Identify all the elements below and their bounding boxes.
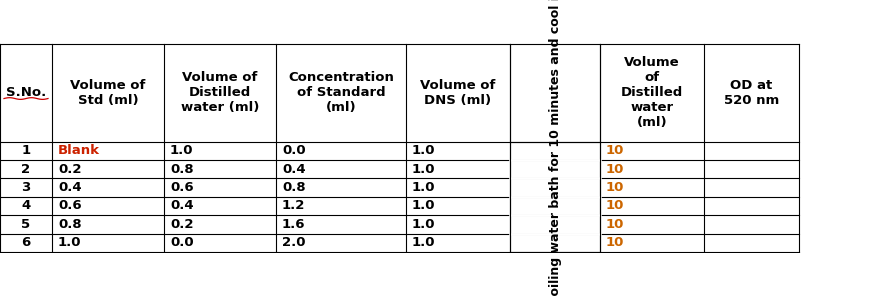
Text: 0.4: 0.4 [282, 163, 305, 176]
Text: 1.0: 1.0 [412, 200, 435, 213]
Text: 0.8: 0.8 [282, 181, 305, 194]
Text: 0.2: 0.2 [58, 163, 81, 176]
Text: 0.8: 0.8 [170, 163, 194, 176]
Text: 0.0: 0.0 [282, 144, 305, 157]
Text: OD at
520 nm: OD at 520 nm [724, 79, 779, 107]
Text: 1.6: 1.6 [282, 218, 305, 231]
Text: 0.0: 0.0 [170, 236, 194, 249]
Text: 0.4: 0.4 [58, 181, 82, 194]
Text: 10: 10 [606, 236, 624, 249]
Text: 4: 4 [22, 200, 31, 213]
Text: 1: 1 [22, 144, 31, 157]
Text: 3: 3 [22, 181, 31, 194]
Text: 1.0: 1.0 [58, 236, 81, 249]
Text: 0.6: 0.6 [170, 181, 194, 194]
Text: 1.0: 1.0 [412, 218, 435, 231]
Text: 10: 10 [606, 218, 624, 231]
Text: 0.8: 0.8 [58, 218, 82, 231]
Text: 1.2: 1.2 [282, 200, 305, 213]
Text: Blank: Blank [58, 144, 100, 157]
Text: 6: 6 [22, 236, 31, 249]
Text: 1.0: 1.0 [412, 144, 435, 157]
Text: 1.0: 1.0 [412, 181, 435, 194]
Text: 2: 2 [22, 163, 31, 176]
Text: 10: 10 [606, 200, 624, 213]
Text: S.No.: S.No. [6, 86, 46, 99]
Text: Volume
of
Distilled
water
(ml): Volume of Distilled water (ml) [621, 56, 683, 129]
Text: 2.0: 2.0 [282, 236, 305, 249]
Text: Volume of
Distilled
water (ml): Volume of Distilled water (ml) [181, 71, 259, 114]
Text: Concentration
of Standard
(ml): Concentration of Standard (ml) [288, 71, 394, 114]
Text: 10: 10 [606, 144, 624, 157]
Text: 1.0: 1.0 [412, 163, 435, 176]
Text: 1.0: 1.0 [170, 144, 194, 157]
Text: 10: 10 [606, 181, 624, 194]
Text: Boiling water bath for 10 minutes and cool it: Boiling water bath for 10 minutes and co… [548, 0, 562, 296]
Text: Volume of
Std (ml): Volume of Std (ml) [71, 79, 146, 107]
Text: Volume of
DNS (ml): Volume of DNS (ml) [420, 79, 495, 107]
Text: 0.4: 0.4 [170, 200, 194, 213]
Text: 0.6: 0.6 [58, 200, 82, 213]
Text: 5: 5 [22, 218, 31, 231]
Text: 10: 10 [606, 163, 624, 176]
Text: 0.2: 0.2 [170, 218, 194, 231]
Text: 1.0: 1.0 [412, 236, 435, 249]
